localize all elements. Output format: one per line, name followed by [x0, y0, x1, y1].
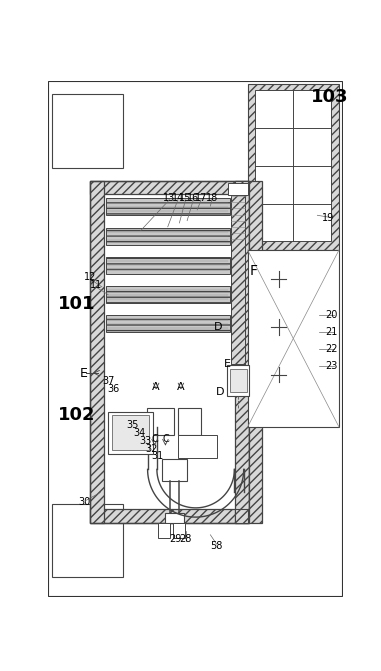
- Text: D: D: [215, 387, 224, 397]
- Bar: [106, 199, 230, 215]
- Bar: [90, 509, 249, 523]
- Text: 102: 102: [58, 407, 95, 425]
- Bar: [90, 180, 249, 195]
- Text: 101: 101: [58, 295, 95, 313]
- Bar: [90, 180, 249, 523]
- Bar: [235, 180, 248, 195]
- Text: E: E: [80, 366, 88, 380]
- Bar: [248, 85, 339, 250]
- Bar: [231, 195, 245, 364]
- Bar: [248, 250, 339, 427]
- Bar: [106, 286, 230, 303]
- Bar: [227, 366, 249, 396]
- Bar: [90, 180, 104, 523]
- Text: 103: 103: [311, 89, 349, 107]
- Text: D: D: [214, 322, 223, 332]
- Bar: [158, 523, 170, 538]
- Bar: [235, 509, 248, 523]
- Text: C: C: [162, 433, 169, 444]
- Text: 14: 14: [172, 193, 184, 203]
- Bar: [162, 460, 187, 481]
- Text: 34: 34: [133, 428, 145, 438]
- Text: 21: 21: [325, 327, 338, 338]
- Bar: [249, 180, 261, 523]
- Text: 11: 11: [90, 280, 102, 290]
- Text: 17: 17: [195, 193, 207, 203]
- Bar: [51, 95, 123, 168]
- Bar: [147, 408, 174, 435]
- Text: A: A: [177, 382, 185, 392]
- Text: 32: 32: [145, 444, 158, 454]
- Bar: [51, 504, 123, 577]
- Bar: [231, 195, 245, 364]
- Text: 16: 16: [187, 193, 199, 203]
- Text: 35: 35: [127, 421, 139, 431]
- Text: 28: 28: [179, 533, 192, 544]
- Bar: [178, 435, 216, 458]
- Bar: [106, 257, 230, 274]
- Bar: [165, 513, 184, 523]
- Text: 18: 18: [206, 193, 218, 203]
- Text: 33: 33: [139, 436, 151, 446]
- Text: 12: 12: [84, 272, 96, 282]
- Bar: [173, 523, 185, 538]
- Bar: [112, 415, 149, 450]
- Bar: [106, 315, 230, 332]
- Text: C: C: [151, 433, 158, 444]
- Bar: [178, 408, 201, 435]
- Text: 23: 23: [325, 361, 338, 371]
- Text: A: A: [152, 382, 160, 392]
- Bar: [235, 180, 249, 523]
- Bar: [228, 183, 248, 195]
- Text: 15: 15: [179, 193, 192, 203]
- Text: 29: 29: [169, 533, 182, 544]
- Text: 13: 13: [163, 193, 175, 203]
- Text: 31: 31: [152, 452, 164, 461]
- Bar: [230, 369, 247, 393]
- Text: E: E: [224, 359, 231, 369]
- Bar: [108, 411, 153, 454]
- Text: 36: 36: [107, 384, 120, 393]
- Text: 37: 37: [102, 376, 114, 386]
- Bar: [255, 90, 331, 242]
- Text: 20: 20: [325, 311, 338, 320]
- Bar: [106, 227, 230, 244]
- Text: 58: 58: [210, 541, 223, 552]
- Text: 19: 19: [322, 213, 335, 223]
- Text: F: F: [249, 264, 257, 278]
- Text: 30: 30: [78, 497, 90, 507]
- Text: 22: 22: [325, 344, 338, 354]
